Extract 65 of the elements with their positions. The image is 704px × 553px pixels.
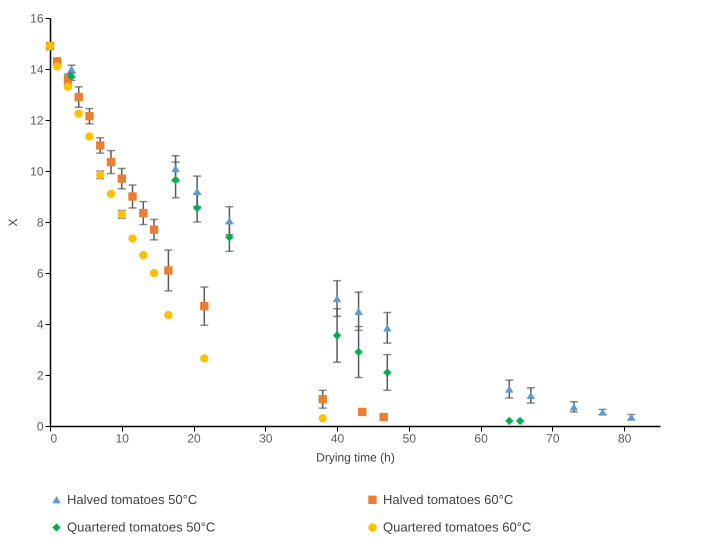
- point: [526, 392, 536, 400]
- point: [118, 174, 126, 183]
- x-tick-label: 70: [546, 432, 560, 446]
- point: [139, 250, 148, 260]
- y-tick-label: 0: [36, 420, 44, 434]
- y-axis-title: X: [6, 218, 20, 227]
- point: [332, 331, 342, 340]
- legend-label: Halved tomatoes 60°C: [383, 492, 514, 507]
- point: [516, 416, 524, 426]
- point: [192, 188, 202, 196]
- point: [128, 234, 137, 243]
- point: [171, 176, 180, 184]
- y-tick-label: 10: [30, 164, 44, 178]
- y-tick-label: 2: [36, 368, 44, 382]
- y-tick-label: 12: [30, 114, 44, 128]
- point: [192, 204, 202, 212]
- point: [85, 112, 94, 120]
- point: [318, 395, 327, 404]
- x-tick-label: 80: [618, 432, 632, 446]
- x-tick-label: 60: [474, 432, 488, 446]
- y-tick-label: 6: [36, 266, 44, 280]
- point: [74, 92, 83, 102]
- x-tick-label: 50: [402, 432, 416, 446]
- point: [354, 348, 363, 356]
- point: [164, 310, 173, 320]
- y-tick-label: 4: [36, 318, 44, 332]
- x-tick-label: 0: [50, 432, 58, 446]
- point: [106, 158, 116, 166]
- point: [171, 164, 180, 172]
- point: [64, 82, 72, 92]
- x-axis-title: Drying time (h): [316, 450, 395, 464]
- point: [358, 408, 366, 416]
- x-tick-label: 30: [259, 432, 273, 446]
- point: [383, 324, 392, 332]
- point: [225, 217, 234, 224]
- point: [318, 414, 327, 423]
- point: [150, 225, 158, 234]
- point: [225, 233, 234, 242]
- x-tick-label: 10: [116, 432, 130, 446]
- point: [200, 354, 208, 363]
- point: [150, 268, 158, 278]
- point: [383, 368, 392, 377]
- y-tick-label: 16: [30, 12, 44, 26]
- point: [164, 266, 173, 275]
- point: [106, 190, 116, 198]
- legend-label: Quartered tomatoes 50°C: [67, 520, 216, 534]
- point: [128, 192, 137, 201]
- y-tick-label: 8: [36, 216, 44, 230]
- legend-label: Halved tomatoes 50°C: [67, 492, 198, 507]
- point: [74, 109, 83, 118]
- point: [505, 416, 514, 426]
- y-tick-label: 14: [30, 62, 44, 76]
- x-tick-label: 20: [187, 432, 202, 446]
- point: [354, 308, 363, 315]
- legend-label: Quartered tomatoes 60°C: [383, 520, 532, 534]
- point: [380, 412, 388, 422]
- x-tick-label: 40: [330, 432, 345, 446]
- point: [570, 403, 578, 410]
- point: [200, 302, 208, 310]
- point: [85, 132, 94, 141]
- point: [332, 294, 342, 302]
- point: [96, 141, 104, 150]
- point: [505, 385, 514, 393]
- point: [52, 62, 62, 71]
- point: [139, 208, 148, 218]
